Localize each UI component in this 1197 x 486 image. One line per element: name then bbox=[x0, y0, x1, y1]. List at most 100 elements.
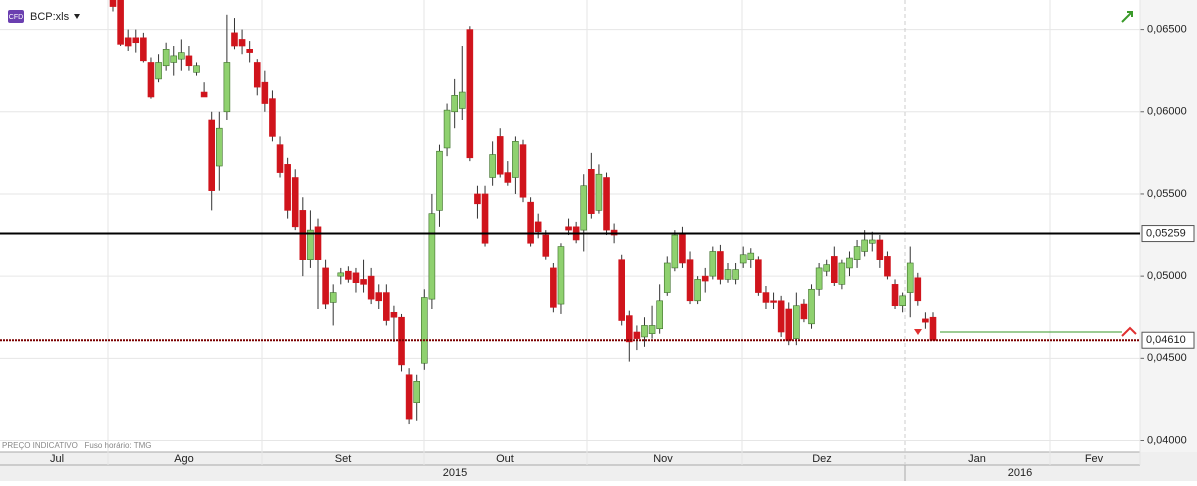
candle-body bbox=[185, 55, 193, 67]
candle-body bbox=[375, 292, 383, 302]
month-label: Nov bbox=[653, 453, 673, 465]
candle-body bbox=[853, 246, 861, 260]
candle-body bbox=[625, 315, 633, 343]
candle-body bbox=[899, 295, 906, 307]
level-box bbox=[1141, 331, 1195, 349]
candle-body bbox=[291, 177, 299, 228]
candle-body bbox=[200, 91, 208, 98]
candle-body bbox=[739, 254, 747, 264]
candle-body bbox=[474, 193, 481, 205]
month-label: Fev bbox=[1085, 453, 1104, 465]
candle-body bbox=[405, 374, 413, 420]
candle-body bbox=[830, 256, 838, 284]
candle-body bbox=[618, 259, 626, 321]
candle-body bbox=[413, 381, 421, 403]
candle-body bbox=[694, 279, 701, 302]
candle-body bbox=[162, 49, 170, 67]
time-axis bbox=[0, 452, 1197, 481]
candle-body bbox=[542, 234, 550, 257]
candle-body bbox=[580, 185, 588, 231]
candle-body bbox=[534, 221, 542, 233]
candle-body bbox=[633, 331, 641, 339]
candle-body bbox=[588, 168, 595, 214]
candle-body bbox=[793, 305, 800, 339]
candle-body bbox=[747, 252, 755, 260]
candle-body bbox=[565, 226, 572, 231]
y-tick-label: 0,06500 bbox=[1147, 23, 1187, 35]
candle-body bbox=[701, 275, 709, 282]
badge bbox=[8, 10, 24, 23]
candle-body bbox=[785, 308, 793, 341]
candle-body bbox=[261, 81, 269, 104]
candle-body bbox=[914, 277, 922, 302]
grid bbox=[0, 0, 1144, 481]
candle-body bbox=[884, 256, 891, 277]
level-label: 0,04610 bbox=[1146, 334, 1186, 346]
year-label: 2015 bbox=[443, 467, 467, 479]
candle-body bbox=[307, 229, 314, 260]
candle-body bbox=[846, 257, 853, 269]
candle-body bbox=[906, 262, 914, 293]
candle-body bbox=[808, 288, 815, 325]
candle-body bbox=[215, 127, 223, 167]
candle-body bbox=[443, 109, 451, 149]
month-label: Dez bbox=[812, 453, 832, 465]
candle-body bbox=[595, 173, 603, 211]
candle-body bbox=[276, 144, 284, 173]
candle-body bbox=[329, 292, 337, 303]
candle-body bbox=[717, 251, 724, 280]
candles bbox=[0, 0, 1140, 425]
candle-body bbox=[367, 275, 375, 300]
candle-body bbox=[527, 201, 534, 244]
candle-body bbox=[519, 144, 527, 198]
candle-body bbox=[504, 172, 512, 183]
symbol[interactable]: BCP:xls bbox=[30, 11, 70, 23]
candle-body bbox=[398, 316, 405, 366]
y-tick-label: 0,05500 bbox=[1147, 188, 1187, 200]
y-tick-label: 0,05000 bbox=[1147, 270, 1187, 282]
candle-body bbox=[390, 311, 398, 318]
candle-body bbox=[383, 292, 390, 321]
candle-body bbox=[876, 239, 884, 260]
candle-body bbox=[284, 164, 291, 211]
month-label: Jul bbox=[50, 453, 64, 465]
candle-body bbox=[557, 246, 565, 305]
candle-body bbox=[170, 55, 178, 63]
candle-body bbox=[861, 239, 868, 252]
month-label: Jan bbox=[968, 453, 986, 465]
order-marker bbox=[914, 329, 922, 336]
candle-body bbox=[815, 267, 823, 290]
level-label: 0,05259 bbox=[1146, 227, 1186, 239]
candle-body bbox=[246, 49, 253, 53]
month-label: Set bbox=[335, 453, 352, 465]
candle-body bbox=[641, 325, 648, 338]
y-tick-label: 0,04500 bbox=[1147, 352, 1187, 364]
candle-body bbox=[823, 264, 831, 272]
candle-body bbox=[253, 62, 261, 88]
candle-body bbox=[709, 251, 717, 277]
candle-body bbox=[345, 270, 352, 280]
year-label: 2016 bbox=[1008, 467, 1032, 479]
candle-body bbox=[481, 193, 489, 244]
candle-body bbox=[208, 119, 216, 191]
candle-body bbox=[496, 136, 504, 175]
month-label: Out bbox=[496, 453, 514, 465]
candle-body bbox=[777, 300, 785, 333]
badge-text: CFD bbox=[9, 14, 23, 21]
level-box bbox=[1141, 225, 1195, 243]
dropdown-arrow[interactable] bbox=[74, 14, 80, 19]
candle-body bbox=[868, 239, 876, 244]
candle-body bbox=[466, 29, 474, 159]
candle-body bbox=[762, 292, 770, 303]
candle-body bbox=[489, 154, 496, 178]
month-label: Ago bbox=[174, 453, 194, 465]
candle-body bbox=[352, 272, 360, 284]
candle-body bbox=[155, 62, 162, 80]
candle-body bbox=[671, 234, 679, 269]
candle-body bbox=[314, 226, 322, 260]
candle-body bbox=[117, 0, 124, 45]
candle-body bbox=[178, 52, 185, 60]
candle-body bbox=[929, 316, 937, 341]
candle-body bbox=[299, 210, 307, 260]
